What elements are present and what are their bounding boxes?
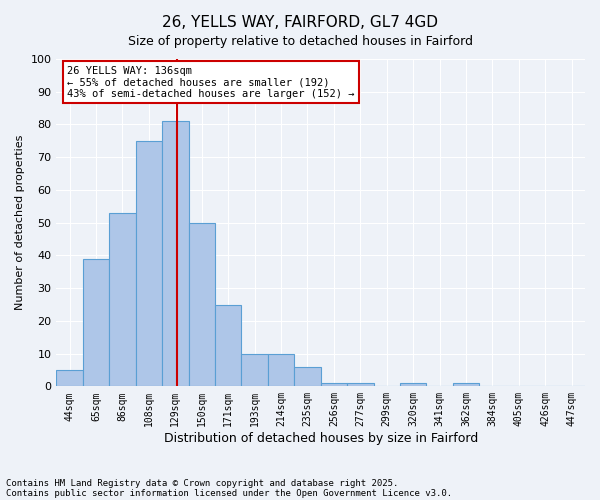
X-axis label: Distribution of detached houses by size in Fairford: Distribution of detached houses by size …	[164, 432, 478, 445]
Bar	[83, 258, 109, 386]
Text: Size of property relative to detached houses in Fairford: Size of property relative to detached ho…	[128, 35, 473, 48]
Bar	[453, 383, 479, 386]
Text: 26 YELLS WAY: 136sqm
← 55% of detached houses are smaller (192)
43% of semi-deta: 26 YELLS WAY: 136sqm ← 55% of detached h…	[67, 66, 355, 98]
Bar	[347, 383, 374, 386]
Bar	[162, 121, 188, 386]
Bar	[241, 354, 268, 386]
Bar	[321, 383, 347, 386]
Bar	[109, 213, 136, 386]
Bar	[136, 141, 162, 386]
Bar	[188, 222, 215, 386]
Text: 26, YELLS WAY, FAIRFORD, GL7 4GD: 26, YELLS WAY, FAIRFORD, GL7 4GD	[162, 15, 438, 30]
Bar	[56, 370, 83, 386]
Bar	[400, 383, 427, 386]
Y-axis label: Number of detached properties: Number of detached properties	[15, 135, 25, 310]
Text: Contains public sector information licensed under the Open Government Licence v3: Contains public sector information licen…	[6, 488, 452, 498]
Bar	[268, 354, 294, 386]
Text: Contains HM Land Registry data © Crown copyright and database right 2025.: Contains HM Land Registry data © Crown c…	[6, 478, 398, 488]
Bar	[215, 304, 241, 386]
Bar	[294, 366, 321, 386]
